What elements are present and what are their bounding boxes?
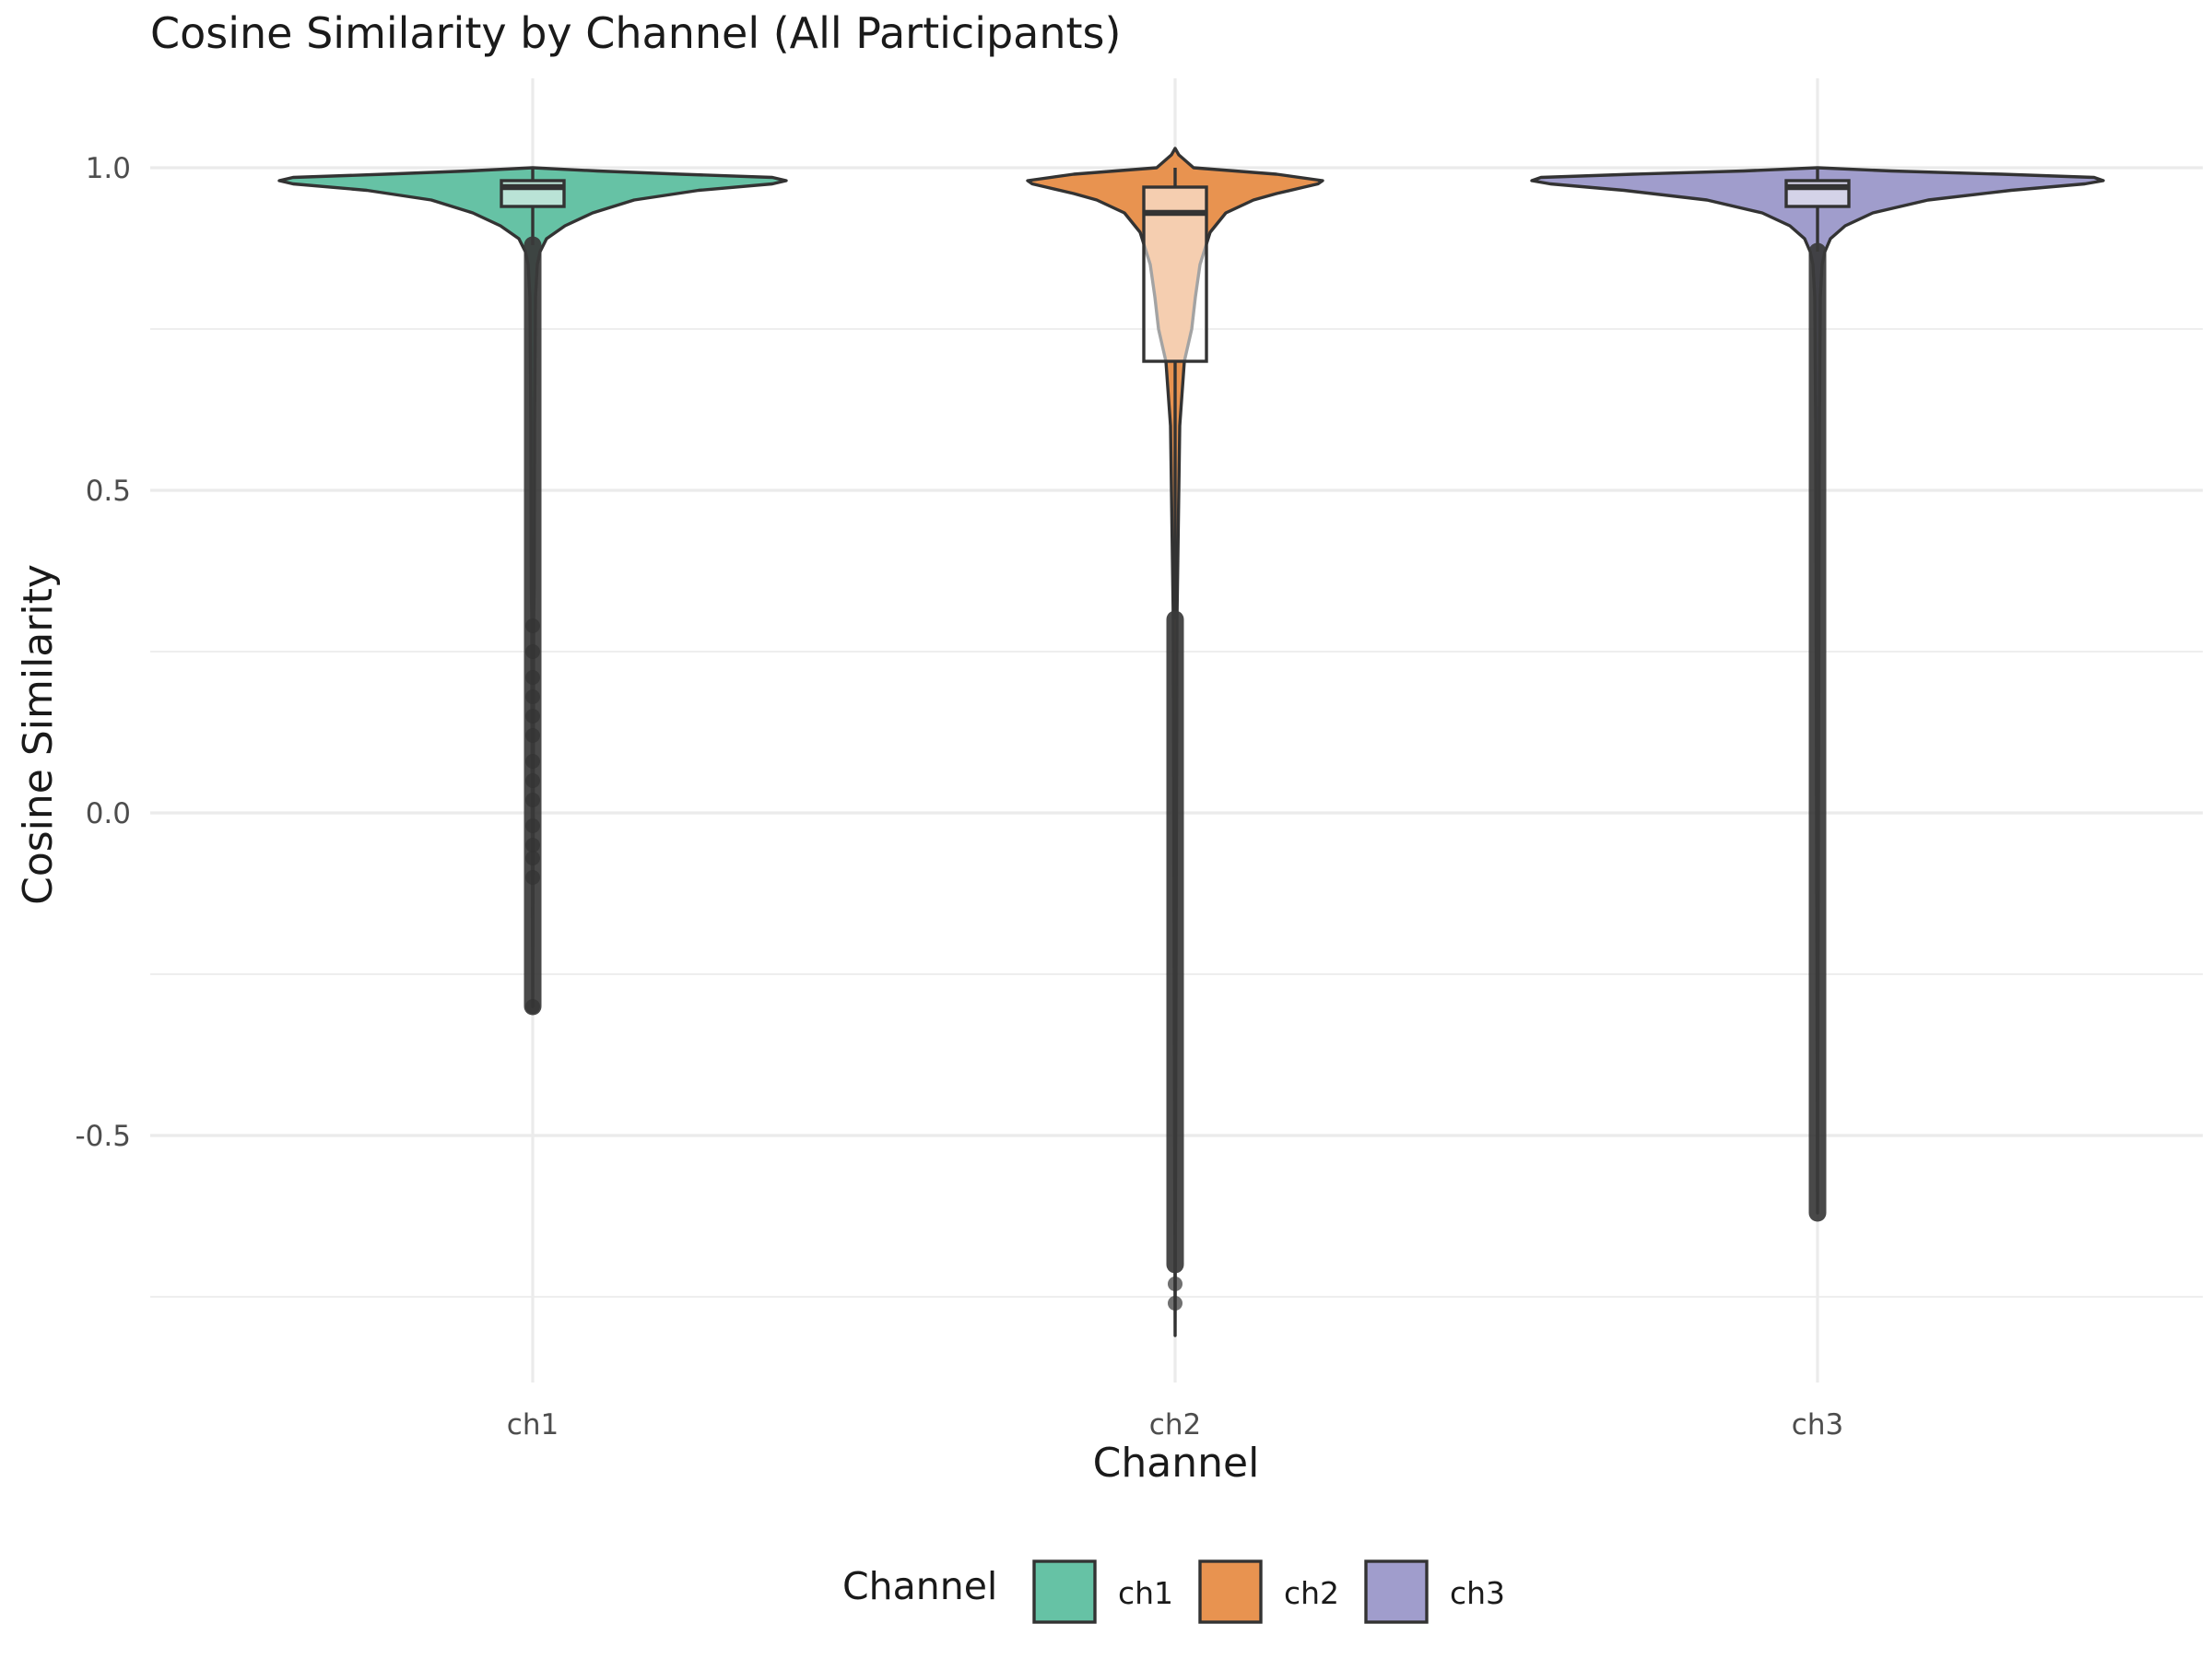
outlier-point [1168,1296,1182,1311]
outlier-point [525,870,540,885]
legend: Channel ch1 ch2 ch3 [842,1559,1505,1624]
outlier-point [525,851,540,865]
outlier-point [525,670,540,685]
outlier-point [525,818,540,833]
outlier-point [525,754,540,769]
outlier-point [1168,1277,1182,1291]
axes: -0.5 0.0 0.5 1.0 ch1 ch2 ch3 [76,152,1844,1441]
box-ch2 [1142,185,1208,363]
legend-swatch-ch1 [1032,1559,1097,1624]
y-tick-label: 1.0 [86,152,131,185]
outlier-point [525,709,540,724]
legend-label-ch1: ch1 [1118,1575,1173,1611]
outliers [524,236,1827,1311]
x-tick-label: ch3 [1792,1408,1843,1441]
legend-swatch-ch2 [1198,1559,1263,1624]
y-axis-title: Cosine Similarity [15,564,62,905]
legend-swatch-ch3 [1364,1559,1429,1624]
chart-title: Cosine Similarity by Channel (All Partic… [150,8,1121,58]
outlier-point [525,793,540,807]
legend-label-ch3: ch3 [1450,1575,1505,1611]
outlier-point [525,618,540,633]
boxplots [500,168,1851,619]
x-tick-label: ch2 [1149,1408,1201,1441]
outlier-point [525,999,540,1014]
legend-title: Channel [842,1564,997,1608]
outlier-point [525,838,540,853]
x-axis-title: Channel [1093,1440,1260,1487]
x-tick-label: ch1 [507,1408,559,1441]
y-tick-label: -0.5 [76,1120,132,1153]
outlier-point [525,689,540,704]
outlier-point [525,644,540,659]
legend-label-ch2: ch2 [1284,1575,1339,1611]
y-tick-label: 0.0 [86,797,131,830]
y-tick-label: 0.5 [86,475,131,508]
outlier-point [525,773,540,788]
outlier-point [525,728,540,743]
